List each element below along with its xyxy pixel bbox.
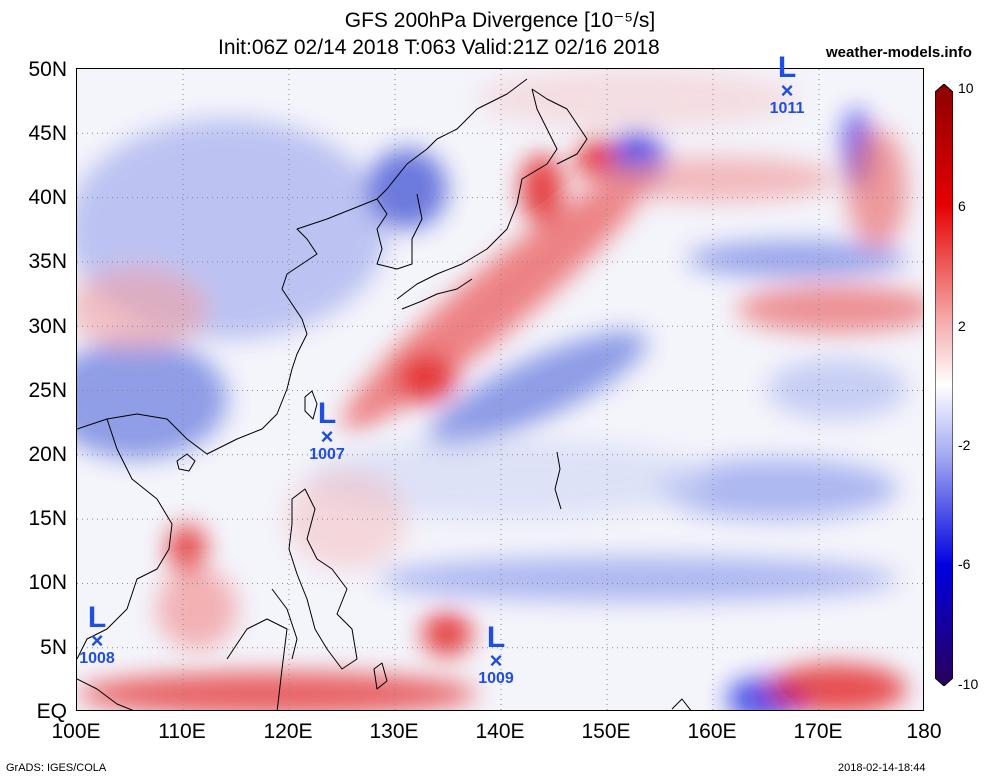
low-pressure-value: 1009 xyxy=(478,670,514,687)
footer-software-credit: GrADS: IGES/COLA xyxy=(6,762,107,774)
lat-label-25n: 25N xyxy=(28,379,67,402)
low-letter-icon: L xyxy=(317,397,337,430)
low-letter-icon: L xyxy=(87,601,107,634)
lat-label-15n: 15N xyxy=(28,507,67,530)
low-pressure-marker-1008: L × 1008 xyxy=(70,601,124,668)
low-center-icon: × xyxy=(489,648,503,673)
lon-label-140e: 140E xyxy=(475,720,525,743)
low-pressure-value: 1008 xyxy=(79,650,115,667)
lat-label-20n: 20N xyxy=(28,443,67,466)
low-center-icon: × xyxy=(320,424,334,449)
lat-label-50n: 50N xyxy=(28,58,67,81)
lat-label-10n: 10N xyxy=(28,571,67,594)
lat-label-eq: EQ xyxy=(36,700,67,723)
lon-label-160e: 160E xyxy=(687,720,737,743)
lat-label-5n: 5N xyxy=(40,636,67,659)
colorbar-label-neg10: -10 xyxy=(958,676,979,692)
colorbar-label-6: 6 xyxy=(958,198,966,214)
lon-label-120e: 120E xyxy=(263,720,313,743)
lon-label-150e: 150E xyxy=(581,720,631,743)
colorbar xyxy=(935,84,953,686)
lon-label-100e: 100E xyxy=(51,720,101,743)
lat-label-30n: 30N xyxy=(28,315,67,338)
map-subtitle: Init:06Z 02/14 2018 T:063 Valid:21Z 02/1… xyxy=(218,36,660,59)
divergence-map xyxy=(76,68,924,711)
low-center-icon: × xyxy=(780,78,794,103)
lon-label-180: 180 xyxy=(906,720,942,743)
colorbar-label-neg6: -6 xyxy=(958,556,971,572)
lon-label-170e: 170E xyxy=(793,720,843,743)
lat-label-35n: 35N xyxy=(28,250,67,273)
low-pressure-value: 1011 xyxy=(769,100,805,117)
lat-label-45n: 45N xyxy=(28,122,67,145)
colorbar-label-10: 10 xyxy=(958,80,974,96)
low-center-icon: × xyxy=(90,628,104,653)
low-letter-icon: L xyxy=(777,51,797,84)
lon-label-130e: 130E xyxy=(369,720,419,743)
low-pressure-marker-1011: L × 1011 xyxy=(760,51,814,118)
lon-label-110e: 110E xyxy=(158,720,206,743)
lat-label-40n: 40N xyxy=(28,186,67,209)
divergence-field xyxy=(77,69,923,710)
map-title: GFS 200hPa Divergence [10⁻⁵/s] xyxy=(344,9,656,32)
colorbar-label-neg2: -2 xyxy=(958,437,971,453)
site-credit: weather-models.info xyxy=(826,44,972,61)
low-letter-icon: L xyxy=(486,621,506,654)
footer-timestamp: 2018-02-14-18:44 xyxy=(838,762,926,774)
colorbar-label-2: 2 xyxy=(958,318,966,334)
low-pressure-marker-1007: L × 1007 xyxy=(300,397,354,464)
low-pressure-marker-1009: L × 1009 xyxy=(469,621,523,688)
low-pressure-value: 1007 xyxy=(309,446,345,463)
